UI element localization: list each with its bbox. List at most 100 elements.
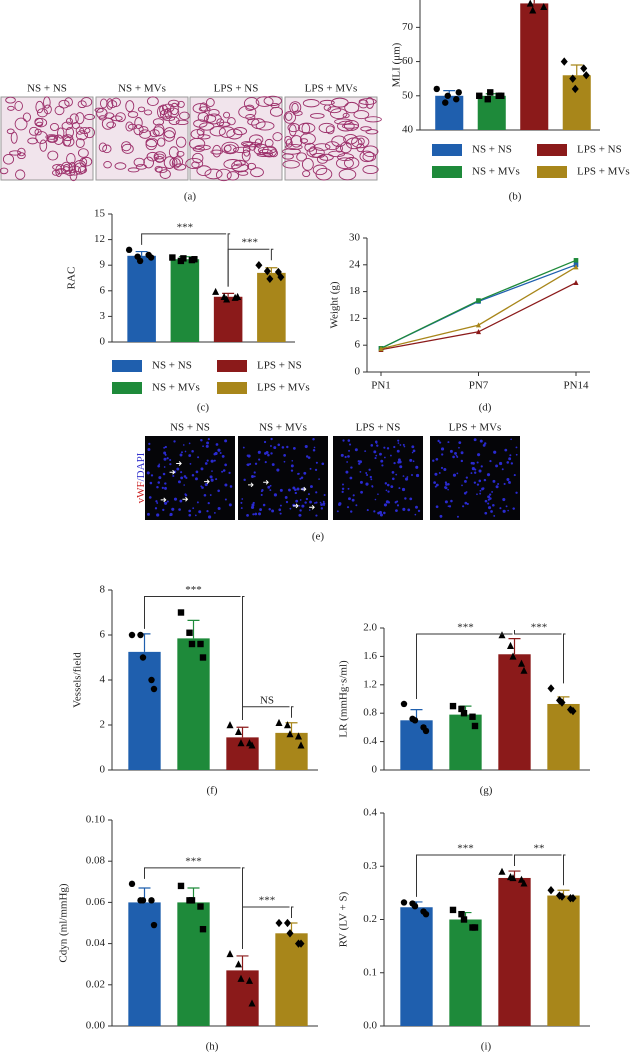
bar xyxy=(562,75,591,130)
nucleus xyxy=(510,438,512,441)
error-bar xyxy=(236,955,249,971)
alveolus xyxy=(282,153,294,160)
nucleus xyxy=(508,457,512,461)
image-label: NS + MVs xyxy=(118,83,166,95)
alveolus xyxy=(154,153,165,160)
alveolus xyxy=(335,144,343,153)
nucleus xyxy=(460,451,464,455)
point xyxy=(150,921,158,929)
alveolus xyxy=(81,156,93,167)
nucleus xyxy=(484,511,488,515)
nucleus xyxy=(206,441,209,445)
point xyxy=(197,903,204,910)
nucleus xyxy=(180,471,183,474)
nucleus xyxy=(409,458,413,462)
alveolus xyxy=(196,165,212,176)
significance-bracket xyxy=(227,248,274,287)
alveolus xyxy=(215,168,232,182)
nucleus xyxy=(222,469,226,472)
nucleus xyxy=(198,510,202,514)
bar xyxy=(275,933,308,1026)
nucleus xyxy=(489,497,492,500)
alveolus xyxy=(328,150,346,158)
nucleus xyxy=(412,460,415,463)
alveolus xyxy=(344,157,360,169)
alveolus xyxy=(139,129,152,139)
nucleus xyxy=(202,445,204,448)
alveolus xyxy=(190,129,205,140)
nucleus xyxy=(320,503,323,506)
nucleus xyxy=(166,457,169,460)
nucleus xyxy=(505,505,508,508)
point xyxy=(517,659,526,667)
nucleus xyxy=(242,446,245,449)
nucleus xyxy=(192,507,195,510)
point xyxy=(520,666,528,674)
nucleus xyxy=(515,453,518,456)
nucleus xyxy=(506,461,510,464)
alveolus xyxy=(39,139,48,152)
point xyxy=(263,267,271,276)
nucleus xyxy=(447,488,449,491)
panel-caption: (b) xyxy=(509,191,522,203)
alveolus xyxy=(163,156,176,169)
point xyxy=(571,84,579,94)
arrow xyxy=(248,482,254,488)
x-tick-label: PN7 xyxy=(469,380,489,392)
alveolus xyxy=(121,141,132,152)
alveolus xyxy=(143,156,155,169)
nucleus xyxy=(370,478,373,481)
nucleus xyxy=(385,500,390,504)
micrograph xyxy=(145,436,235,520)
alveolus xyxy=(137,106,146,113)
nucleus xyxy=(489,493,492,496)
nucleus xyxy=(512,507,515,510)
alveolus xyxy=(36,121,44,127)
nucleus xyxy=(480,465,483,468)
nucleus xyxy=(355,504,358,507)
stain-label: vWF/DAPI xyxy=(135,452,147,503)
nucleus xyxy=(350,510,353,513)
alveolus xyxy=(243,97,260,110)
nucleus xyxy=(184,493,187,496)
significance-bracket xyxy=(144,596,245,720)
nucleus xyxy=(515,446,518,449)
nucleus xyxy=(180,476,184,480)
nucleus xyxy=(399,444,402,446)
alveolus xyxy=(205,98,215,107)
y-axis-label: Weight (g) xyxy=(329,281,341,328)
nucleus xyxy=(195,470,199,474)
nucleus xyxy=(476,483,480,486)
nucleus xyxy=(439,441,442,444)
nucleus xyxy=(338,502,342,506)
y-tick-label: 2.0 xyxy=(363,622,377,634)
point xyxy=(186,629,193,636)
alveolus xyxy=(43,96,51,109)
alveolus xyxy=(114,162,127,170)
nucleus xyxy=(384,482,388,485)
nucleus xyxy=(286,445,289,449)
nucleus xyxy=(161,486,164,490)
nucleus xyxy=(201,486,204,489)
nucleus xyxy=(322,500,325,503)
alveolus xyxy=(191,161,200,169)
nucleus xyxy=(298,504,301,507)
nucleus xyxy=(188,442,191,445)
nucleus xyxy=(269,489,272,492)
nucleus xyxy=(214,451,218,456)
alveolus xyxy=(57,127,65,139)
point xyxy=(137,631,144,639)
nucleus xyxy=(288,488,291,492)
point xyxy=(484,96,491,103)
y-axis-label: LR (mmHg·s/ml) xyxy=(338,660,350,738)
alveolus xyxy=(75,130,88,141)
alveolus xyxy=(337,120,355,132)
nucleus xyxy=(312,437,315,441)
nucleus xyxy=(371,485,374,488)
alveolus xyxy=(290,135,303,148)
legend-label: NS + MVs xyxy=(152,382,200,394)
alveolus xyxy=(125,121,134,132)
alveolus xyxy=(358,99,369,109)
nucleus xyxy=(348,497,351,501)
nucleus xyxy=(336,510,339,513)
